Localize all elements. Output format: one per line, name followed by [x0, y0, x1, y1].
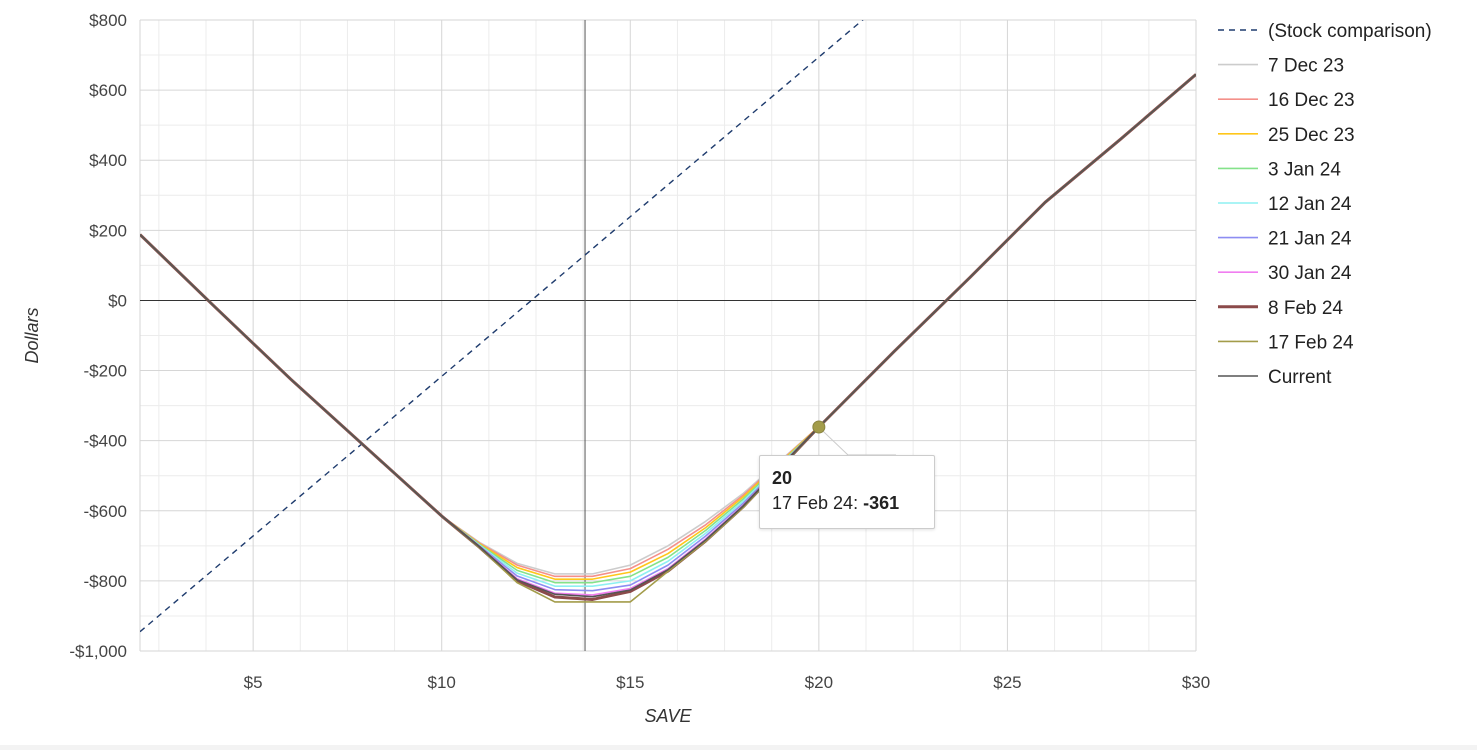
x-axis-title: SAVE — [644, 706, 692, 726]
legend-label: 12 Jan 24 — [1268, 194, 1352, 215]
y-tick-label: -$1,000 — [69, 642, 127, 661]
series-line-3 — [140, 73, 1196, 580]
legend-label: Current — [1268, 367, 1332, 388]
x-tick-label: $20 — [805, 673, 833, 692]
legend-label: 16 Dec 23 — [1268, 90, 1355, 111]
x-tick-label: $25 — [993, 673, 1021, 692]
y-tick-label: -$800 — [84, 572, 127, 591]
tooltip-series-name: 17 Feb 24 — [772, 493, 854, 513]
y-tick-label: $0 — [108, 291, 127, 310]
y-tick-label: $800 — [89, 11, 127, 30]
series-line-0 — [140, 20, 864, 633]
series-line-10 — [140, 73, 1196, 598]
series-lines — [140, 20, 1196, 633]
y-tick-label: $400 — [89, 151, 127, 170]
legend-item[interactable]: 30 Jan 24 — [1218, 263, 1352, 284]
tooltip-point[interactable] — [812, 420, 826, 434]
y-tick-label: -$600 — [84, 502, 127, 521]
tooltip-marker — [812, 420, 896, 456]
legend-item[interactable]: Current — [1218, 367, 1332, 388]
legend-label: 8 Feb 24 — [1268, 298, 1343, 319]
axes: $800 $600 $400 $200 $0 -$200 -$400 -$600 -$800 -$… — [22, 11, 1210, 726]
legend-item[interactable]: 3 Jan 24 — [1218, 159, 1341, 180]
legend-item[interactable]: 17 Feb 24 — [1218, 332, 1354, 353]
x-tick-label: $15 — [616, 673, 644, 692]
x-tick-label: $5 — [244, 673, 263, 692]
legend-label: 7 Dec 23 — [1268, 56, 1344, 77]
x-tick-label: $30 — [1182, 673, 1210, 692]
legend-label: 30 Jan 24 — [1268, 263, 1352, 284]
tooltip-row: 17 Feb 24: -361 — [772, 493, 900, 513]
legend-item[interactable]: 7 Dec 23 — [1218, 56, 1344, 77]
y-tick-label: $600 — [89, 81, 127, 100]
series-line-9 — [140, 73, 1196, 603]
tooltip-connector — [822, 430, 896, 456]
tooltip: 20 17 Feb 24: -361 — [759, 455, 935, 529]
legend-item[interactable]: 8 Feb 24 — [1218, 298, 1343, 319]
y-tick-label: -$200 — [84, 362, 127, 381]
tooltip-x-value: 20 — [772, 468, 793, 488]
legend-item[interactable]: (Stock comparison) — [1218, 21, 1432, 42]
y-tick-label: -$400 — [84, 432, 127, 451]
series-line-7 — [140, 73, 1196, 596]
legend-item[interactable]: 21 Jan 24 — [1218, 229, 1352, 250]
tooltip-series-value: -361 — [863, 493, 900, 513]
series-line-2 — [140, 73, 1196, 578]
x-tick-label: $10 — [428, 673, 456, 692]
legend-item[interactable]: 25 Dec 23 — [1218, 125, 1355, 146]
legend-label: 17 Feb 24 — [1268, 332, 1354, 353]
series-line-1 — [140, 73, 1196, 575]
legend-label: 25 Dec 23 — [1268, 125, 1355, 146]
series-line-8 — [140, 73, 1196, 601]
legend-item[interactable]: 16 Dec 23 — [1218, 90, 1355, 111]
y-tick-label: $200 — [89, 221, 127, 240]
series-line-5 — [140, 73, 1196, 587]
y-axis-title: Dollars — [22, 307, 42, 363]
legend-label: 3 Jan 24 — [1268, 159, 1341, 180]
grid — [139, 19, 1197, 652]
legend: (Stock comparison) 7 Dec 23 16 Dec 23 25 De… — [1218, 21, 1432, 388]
legend-label: 21 Jan 24 — [1268, 229, 1352, 250]
series-line-4 — [140, 73, 1196, 584]
legend-label: (Stock comparison) — [1268, 21, 1432, 42]
bottom-strip — [0, 745, 1477, 750]
series-line-6 — [140, 73, 1196, 592]
legend-item[interactable]: 12 Jan 24 — [1218, 194, 1352, 215]
